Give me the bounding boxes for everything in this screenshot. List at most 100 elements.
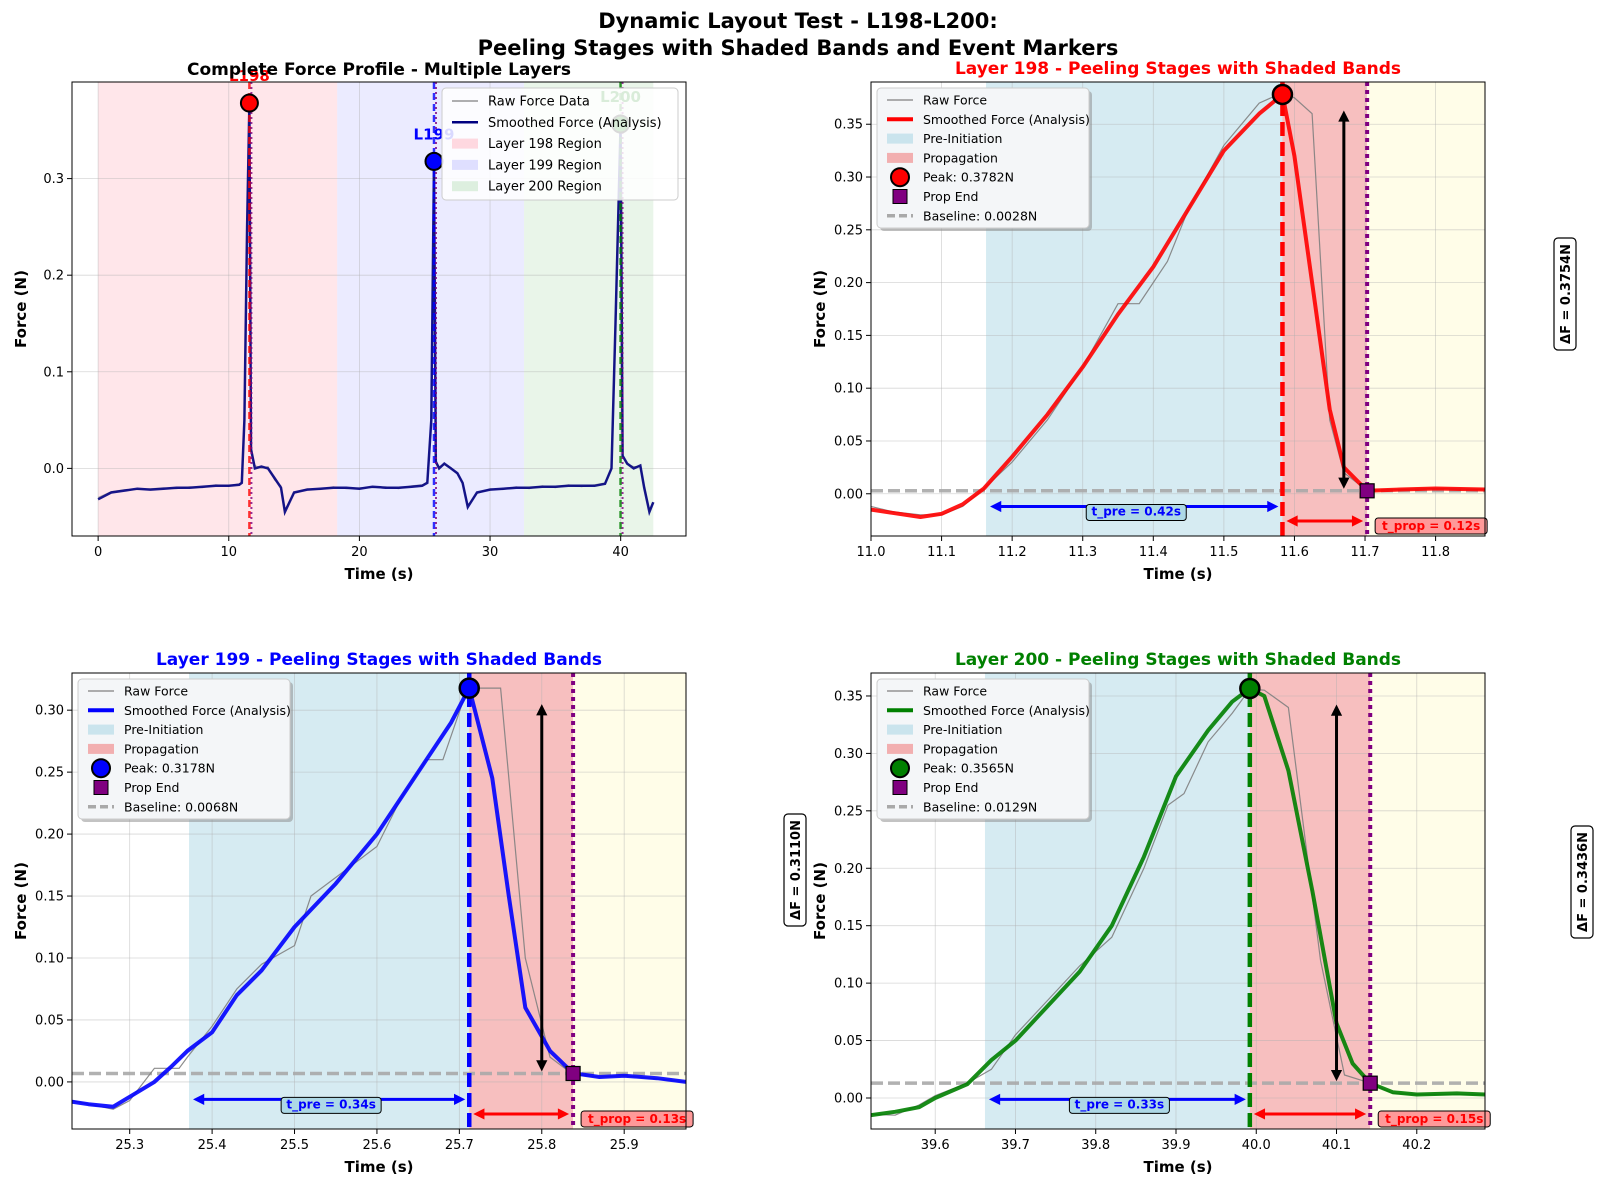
axes-frame bbox=[870, 81, 1486, 537]
axes-frame bbox=[870, 672, 1486, 1130]
legend-swatch bbox=[890, 167, 910, 188]
legend-box bbox=[77, 678, 291, 820]
prop-end-point bbox=[1362, 1075, 1378, 1091]
delta-force-label-box bbox=[783, 813, 807, 927]
y-axis-label: Force (N) bbox=[12, 270, 30, 348]
legend-swatch bbox=[887, 152, 913, 163]
x-tick-label: 40.1 bbox=[1322, 1138, 1351, 1153]
t-pre-label: t_pre = 0.42s bbox=[1091, 504, 1181, 519]
x-tick-label: 11.2 bbox=[998, 545, 1027, 560]
legend-box bbox=[876, 87, 1090, 229]
legend-swatch bbox=[887, 133, 913, 144]
legend-swatch bbox=[892, 780, 908, 795]
delta-force-label-group: ΔF = 0.3754N bbox=[1553, 237, 1577, 351]
t-prop-arrowhead bbox=[1351, 515, 1364, 527]
t-prop-arrowhead bbox=[473, 1108, 485, 1120]
y-tick-label: 0.0 bbox=[43, 462, 64, 477]
t-prop-label-box bbox=[1377, 1110, 1491, 1128]
y-tick-label: 0.05 bbox=[35, 1013, 64, 1028]
x-tick-label: 25.3 bbox=[115, 1138, 144, 1153]
legend-label: Baseline: 0.0068N bbox=[124, 799, 238, 814]
delta-force-label-group: ΔF = 0.3436N bbox=[1570, 825, 1594, 939]
legend-label: Raw Force bbox=[124, 684, 188, 699]
t-prop-label-box bbox=[580, 1110, 694, 1128]
y-tick-label: 0.25 bbox=[35, 766, 64, 781]
t-prop-label-box bbox=[1374, 517, 1488, 535]
series-raw-line bbox=[72, 687, 686, 1110]
axes-frame bbox=[71, 672, 687, 1130]
y-tick-label: 0.3 bbox=[43, 172, 64, 187]
x-tick-label: 11.1 bbox=[927, 545, 956, 560]
chart-title: Layer 200 - Peeling Stages with Shaded B… bbox=[955, 650, 1401, 670]
legend-label: Baseline: 0.0129N bbox=[923, 799, 1037, 814]
legend-label: Peak: 0.3782N bbox=[923, 170, 1014, 185]
delta-force-label-box bbox=[1553, 237, 1577, 351]
delta-force-arrowhead bbox=[1330, 704, 1343, 716]
legend-box bbox=[441, 87, 679, 201]
delta-force-label: ΔF = 0.3436N bbox=[1576, 832, 1591, 932]
x-tick-label: 30 bbox=[482, 545, 499, 560]
x-tick-label: 25.8 bbox=[527, 1138, 556, 1153]
x-tick-label: 11.7 bbox=[1351, 545, 1380, 560]
legend-label: Pre-Initiation bbox=[923, 722, 1002, 737]
x-axis-label: Time (s) bbox=[344, 565, 413, 583]
t-pre-arrowhead bbox=[454, 1093, 466, 1105]
x-tick-label: 0 bbox=[94, 545, 102, 560]
t-prop-label: t_prop = 0.13s bbox=[588, 1112, 686, 1127]
legend-swatch bbox=[452, 181, 478, 192]
x-tick-label: 11.5 bbox=[1209, 545, 1238, 560]
delta-force-arrowhead bbox=[1338, 477, 1350, 489]
x-tick-label: 25.9 bbox=[610, 1138, 639, 1153]
t-pre-label-box bbox=[1068, 1096, 1170, 1114]
x-tick-label: 20 bbox=[351, 545, 368, 560]
y-tick-label: 0.05 bbox=[834, 434, 863, 449]
t-pre-label: t_pre = 0.33s bbox=[1075, 1097, 1165, 1112]
legend-label: Layer 198 Region bbox=[488, 137, 602, 152]
x-tick-label: 25.5 bbox=[280, 1138, 309, 1153]
chart-title: Layer 199 - Peeling Stages with Shaded B… bbox=[156, 650, 602, 670]
t-prop-arrowhead bbox=[1286, 515, 1298, 527]
legend-label: Propagation bbox=[923, 741, 998, 756]
y-tick-label: 0.00 bbox=[834, 1091, 863, 1106]
legend-swatch bbox=[890, 758, 910, 779]
legend-label: Layer 199 Region bbox=[488, 158, 602, 173]
legend-label: Smoothed Force (Analysis) bbox=[488, 116, 662, 131]
y-tick-label: 0.30 bbox=[834, 171, 863, 186]
x-tick-label: 40 bbox=[612, 545, 629, 560]
peak-point bbox=[458, 677, 480, 699]
x-tick-label: 40.0 bbox=[1242, 1138, 1271, 1153]
chart-title: Layer 198 - Peeling Stages with Shaded B… bbox=[955, 59, 1401, 79]
y-tick-label: 0.35 bbox=[834, 689, 863, 704]
y-tick-label: 0.00 bbox=[834, 487, 863, 502]
peak-point bbox=[424, 151, 444, 171]
post-propagation-band bbox=[1367, 82, 1485, 536]
chart-layer-detail: t_pre = 0.42s t_prop = 0.12s 11.0 11.1 11.2 1… bbox=[811, 59, 1488, 583]
peak-point bbox=[1239, 677, 1261, 700]
x-tick-label: 39.6 bbox=[921, 1138, 950, 1153]
y-tick-label: 0.15 bbox=[35, 890, 64, 905]
peak-point bbox=[1271, 83, 1294, 106]
x-tick-label: 11.8 bbox=[1421, 545, 1450, 560]
legend-label: Smoothed Force (Analysis) bbox=[124, 703, 291, 718]
y-axis-label: Force (N) bbox=[811, 270, 829, 348]
legend-label: Raw Force Data bbox=[488, 95, 590, 110]
legend-label: Prop End bbox=[923, 189, 979, 204]
t-prop-arrowhead bbox=[1355, 1108, 1367, 1120]
legend-label: Peak: 0.3565N bbox=[923, 761, 1014, 776]
y-tick-label: 0.25 bbox=[834, 223, 863, 238]
legend-swatch bbox=[88, 743, 114, 754]
t-pre-arrowhead bbox=[1234, 1093, 1246, 1105]
x-tick-label: 39.8 bbox=[1081, 1138, 1110, 1153]
suptitle-line-1: Dynamic Layout Test - L198-L200: bbox=[598, 9, 998, 33]
legend-label: Layer 200 Region bbox=[488, 180, 602, 195]
legend-swatch bbox=[887, 743, 913, 754]
peak-label: L198 bbox=[229, 67, 270, 85]
x-tick-label: 10 bbox=[220, 545, 237, 560]
legend-label: Pre-Initiation bbox=[124, 722, 203, 737]
y-tick-label: 0.10 bbox=[834, 382, 863, 397]
legend-swatch bbox=[452, 138, 478, 149]
y-tick-label: 0.00 bbox=[35, 1075, 64, 1090]
chart-layer-detail: t_pre = 0.34s t_prop = 0.13s 25.3 25.4 25.5 2… bbox=[12, 650, 694, 1176]
x-tick-label: 39.7 bbox=[1001, 1138, 1030, 1153]
